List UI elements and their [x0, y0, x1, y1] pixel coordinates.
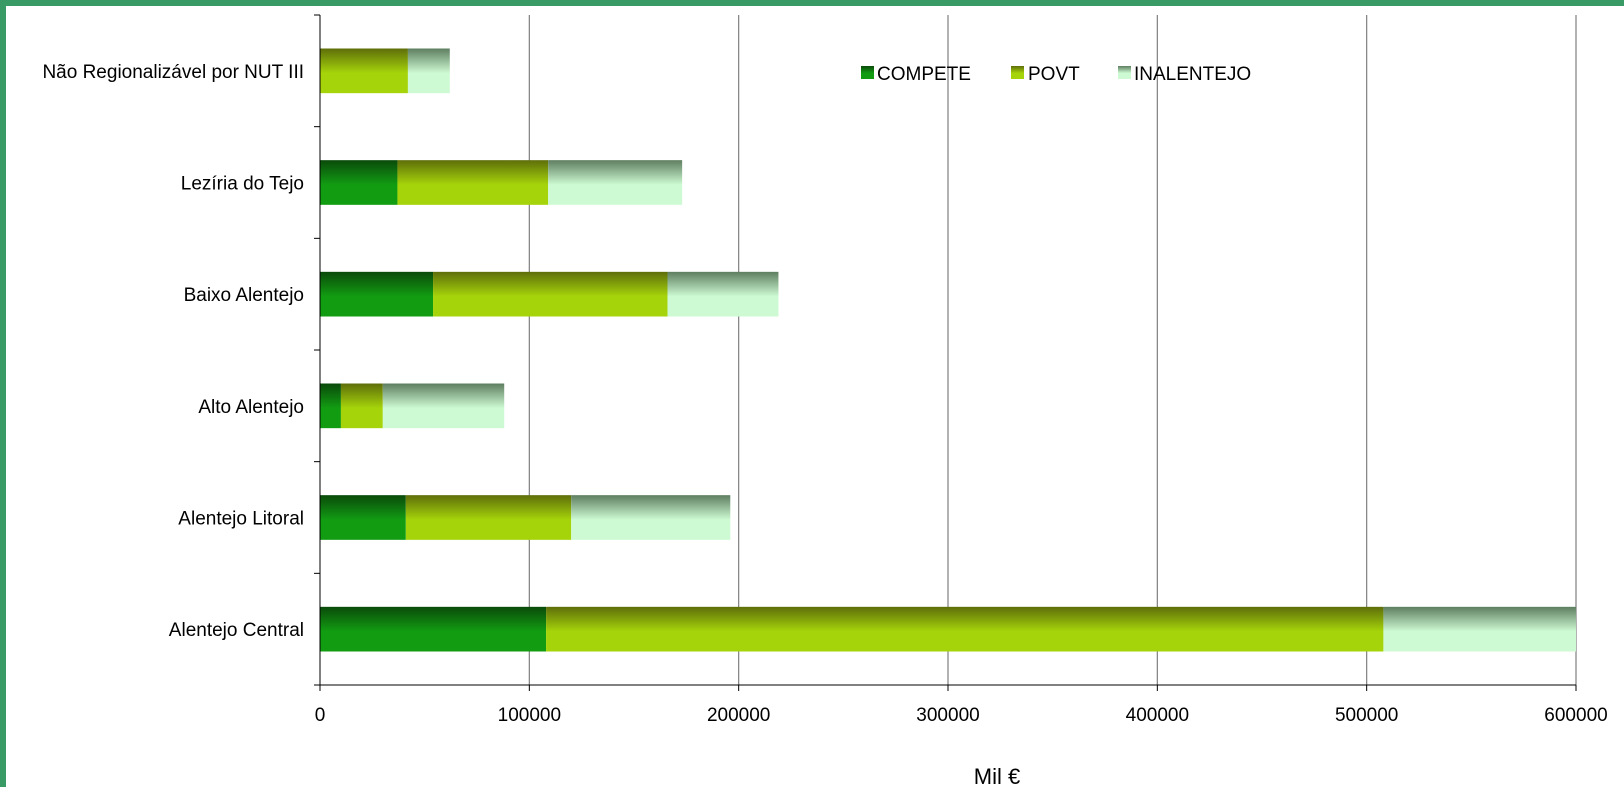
legend-swatch-povt: [1011, 66, 1024, 79]
category-label: Alentejo Central: [169, 620, 304, 641]
category-label: Não Regionalizável por NUT III: [42, 62, 304, 83]
bar-inalentejo-leziria-do-tejo: [548, 160, 683, 205]
legend-swatch-compete: [861, 66, 874, 79]
x-tick-label: 0: [315, 705, 326, 726]
bar-povt-alto-alentejo: [340, 383, 383, 429]
axes: [314, 14, 1577, 691]
bar-povt-alentejo-central: [546, 606, 1384, 652]
x-axis-label: Mil €: [974, 764, 1020, 787]
bar-povt-nao-regionalizavel-por-nut-iii: [320, 48, 408, 94]
bar-compete-baixo-alentejo: [320, 271, 434, 317]
bar-povt-baixo-alentejo: [433, 271, 668, 317]
x-tick-label: 200000: [707, 705, 770, 726]
x-tick-labels: 0 100000 200000 300000 400000 500000 600000: [315, 705, 1608, 726]
grid-lines: [528, 15, 1577, 685]
bar-compete-alentejo-central: [320, 606, 547, 652]
bars-group: [320, 48, 1576, 652]
bar-povt-leziria-do-tejo: [397, 160, 549, 205]
x-tick-label: 600000: [1544, 705, 1607, 726]
category-labels: Não Regionalizável por NUT III Lezíria do…: [42, 62, 304, 641]
category-label: Alentejo Litoral: [178, 509, 304, 530]
legend-swatch-inalentejo: [1118, 66, 1131, 79]
x-tick-label: 400000: [1126, 705, 1189, 726]
legend-label-povt: POVT: [1028, 64, 1080, 85]
bar-compete-leziria-do-tejo: [320, 160, 398, 205]
x-tick-label: 500000: [1335, 705, 1398, 726]
bar-inalentejo-alentejo-central: [1383, 606, 1576, 652]
legend: COMPETE POVT INALENTEJO: [861, 64, 1251, 85]
category-label: Baixo Alentejo: [184, 285, 304, 306]
bar-inalentejo-baixo-alentejo: [667, 271, 779, 317]
category-label: Lezíria do Tejo: [181, 174, 304, 195]
bar-inalentejo-alentejo-litoral: [571, 495, 731, 540]
legend-label-inalentejo: INALENTEJO: [1134, 64, 1251, 85]
legend-label-compete: COMPETE: [877, 64, 971, 85]
bar-inalentejo-nao-regionalizavel-por-nut-iii: [407, 48, 450, 94]
category-label: Alto Alentejo: [198, 397, 304, 418]
bar-inalentejo-alto-alentejo: [382, 383, 505, 429]
x-tick-label: 100000: [498, 705, 561, 726]
bar-compete-alto-alentejo: [320, 383, 341, 429]
x-tick-label: 300000: [916, 705, 979, 726]
bar-compete-alentejo-litoral: [320, 495, 406, 540]
bar-povt-alentejo-litoral: [405, 495, 572, 540]
